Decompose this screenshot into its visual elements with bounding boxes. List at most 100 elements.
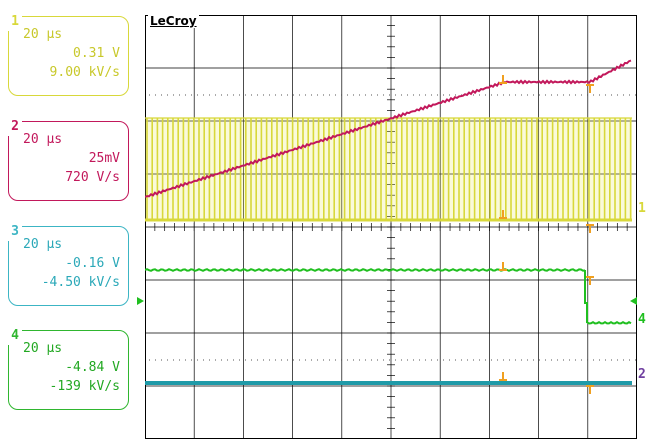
grid-dot (455, 94, 456, 96)
channel-2-rate: 720 V/s (65, 170, 120, 185)
grid-dot (377, 359, 378, 361)
grid-dot (245, 359, 246, 361)
grid-dot (629, 359, 630, 361)
grid-dot (263, 94, 264, 96)
grid-dot (449, 359, 450, 361)
waveform-traces (145, 59, 632, 385)
channel-4-rate: -139 kV/s (49, 379, 120, 394)
channel-3-timebase: 20 µs (23, 237, 63, 252)
grid-dot (239, 94, 240, 96)
grid-dot (167, 359, 168, 361)
grid-dot (335, 359, 336, 361)
grid-dot (425, 94, 426, 96)
grid-dot (299, 94, 300, 96)
grid-dot (635, 94, 636, 96)
grid-dot (521, 359, 522, 361)
grid-dot (317, 359, 318, 361)
oscilloscope-display[interactable] (145, 15, 637, 439)
grid-dot (485, 94, 486, 96)
grid-dot (257, 359, 258, 361)
grid-dot (389, 359, 390, 361)
channel-4-volts: -4.84 V (65, 360, 120, 375)
ch1-trace-label: 1 (638, 201, 646, 216)
grid-dot (359, 94, 360, 96)
grid-dot (413, 94, 414, 96)
grid-dot (233, 94, 234, 96)
grid-dot (443, 359, 444, 361)
grid-dot (557, 94, 558, 96)
grid-dot (623, 359, 624, 361)
grid-dot (149, 359, 150, 361)
trigger-markers (499, 75, 594, 394)
grid-dot (635, 359, 636, 361)
grid-dot (587, 94, 588, 96)
grid-dot (203, 94, 204, 96)
channel-3-parameter-box[interactable]: 3 20 µs -0.16 V -4.50 kV/s (8, 223, 129, 306)
grid-dot (449, 94, 450, 96)
grid-dot (173, 359, 174, 361)
grid-dot (317, 94, 318, 96)
grid-dot (479, 359, 480, 361)
ch2-trace-label: 2 (638, 367, 646, 382)
grid-dot (341, 94, 342, 96)
grid-dot (383, 94, 384, 96)
grid-dot (623, 94, 624, 96)
grid-dot (365, 359, 366, 361)
grid-dot (473, 359, 474, 361)
grid-dot (593, 94, 594, 96)
grid-dot (239, 359, 240, 361)
grid-dot (611, 359, 612, 361)
grid-dot (209, 359, 210, 361)
grid-dot (365, 94, 366, 96)
grid-dot (569, 94, 570, 96)
channel-2-timebase: 20 µs (23, 132, 63, 147)
channel-2-number: 2 (8, 118, 22, 136)
grid-dot (359, 359, 360, 361)
grid-dot (491, 359, 492, 361)
grid-dot (407, 359, 408, 361)
grid-dot (215, 359, 216, 361)
grid-dot (251, 94, 252, 96)
channel-4-timebase: 20 µs (23, 341, 63, 356)
grid-dot (293, 94, 294, 96)
grid-dot (551, 359, 552, 361)
grid-dot (161, 359, 162, 361)
graticule-grid (145, 15, 637, 439)
grid-dot (455, 359, 456, 361)
grid-dot (203, 359, 204, 361)
grid-dot (593, 359, 594, 361)
grid-dot (221, 359, 222, 361)
grid-dot (221, 94, 222, 96)
grid-dot (233, 359, 234, 361)
channel-1-rate: 9.00 kV/s (49, 65, 120, 80)
grid-dot (473, 94, 474, 96)
grid-dot (515, 359, 516, 361)
grid-dot (305, 359, 306, 361)
grid-dot (407, 94, 408, 96)
grid-dot (293, 359, 294, 361)
grid-dot (521, 94, 522, 96)
channel-1-number: 1 (8, 13, 22, 31)
grid-dot (515, 94, 516, 96)
channel-4-number: 4 (8, 327, 22, 345)
grid-dot (605, 94, 606, 96)
grid-dot (281, 94, 282, 96)
grid-dot (323, 94, 324, 96)
channel-3-volts: -0.16 V (65, 256, 120, 271)
grid-dot (323, 359, 324, 361)
grid-dot (599, 94, 600, 96)
grid-dot (353, 359, 354, 361)
channel-1-parameter-box[interactable]: 1 20 µs 0.31 V 9.00 kV/s (8, 13, 129, 96)
grid-dot (629, 94, 630, 96)
channel-2-parameter-box[interactable]: 2 20 µs 25mV 720 V/s (8, 118, 129, 201)
grid-dot (311, 359, 312, 361)
grid-dot (389, 94, 390, 96)
grid-dot (503, 359, 504, 361)
grid-dot (581, 359, 582, 361)
grid-dot (287, 359, 288, 361)
channel-4-parameter-box[interactable]: 4 20 µs -4.84 V -139 kV/s (8, 327, 129, 410)
grid-dot (227, 359, 228, 361)
grid-dot (533, 94, 534, 96)
grid-dot (179, 94, 180, 96)
grid-dot (383, 359, 384, 361)
